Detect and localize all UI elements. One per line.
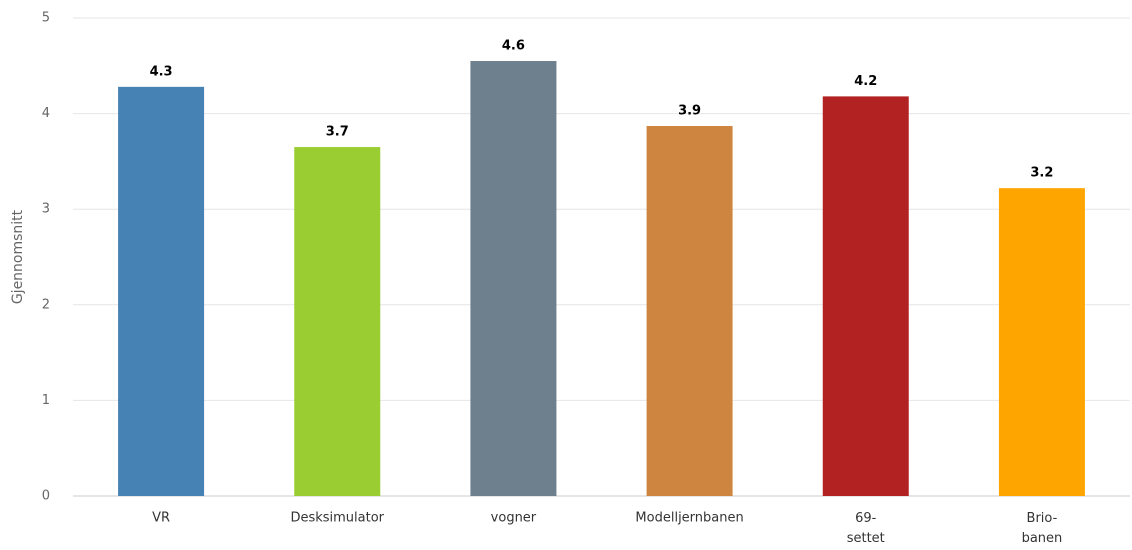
data-label: 4.2: [854, 74, 877, 89]
x-tick-label-line: 69-: [855, 511, 877, 526]
x-tick-label: Brio-banen: [1022, 511, 1063, 546]
x-tick-label-line: settet: [847, 531, 885, 546]
bar: [822, 96, 909, 496]
data-label: 3.9: [678, 104, 701, 119]
y-axis-label: Gjennomsnitt: [10, 209, 26, 304]
bar: [118, 86, 205, 496]
y-tick-label: 5: [42, 11, 50, 26]
bar: [646, 126, 733, 496]
x-tick-label-line: banen: [1022, 531, 1063, 546]
bar: [998, 188, 1085, 496]
data-label: 3.7: [326, 125, 349, 140]
x-tick-label: 69- settet: [847, 511, 885, 546]
x-tick-label: Modelljernbanen: [635, 511, 743, 526]
data-label: 4.3: [150, 64, 173, 79]
bar: [294, 147, 381, 496]
x-tick-label-line: Brio-: [1027, 511, 1058, 526]
data-label: 4.6: [502, 39, 525, 54]
bar: [470, 61, 557, 497]
y-tick-label: 1: [42, 393, 50, 408]
y-tick-label: 0: [42, 489, 50, 504]
y-tick-label: 4: [42, 106, 50, 121]
x-tick-label: Desksimulator: [290, 511, 384, 526]
y-tick-label: 3: [42, 202, 50, 217]
y-tick-label: 2: [42, 297, 50, 312]
x-tick-label: VR: [152, 511, 170, 526]
x-tick-label: vogner: [491, 511, 537, 526]
data-label: 3.2: [1030, 166, 1053, 181]
